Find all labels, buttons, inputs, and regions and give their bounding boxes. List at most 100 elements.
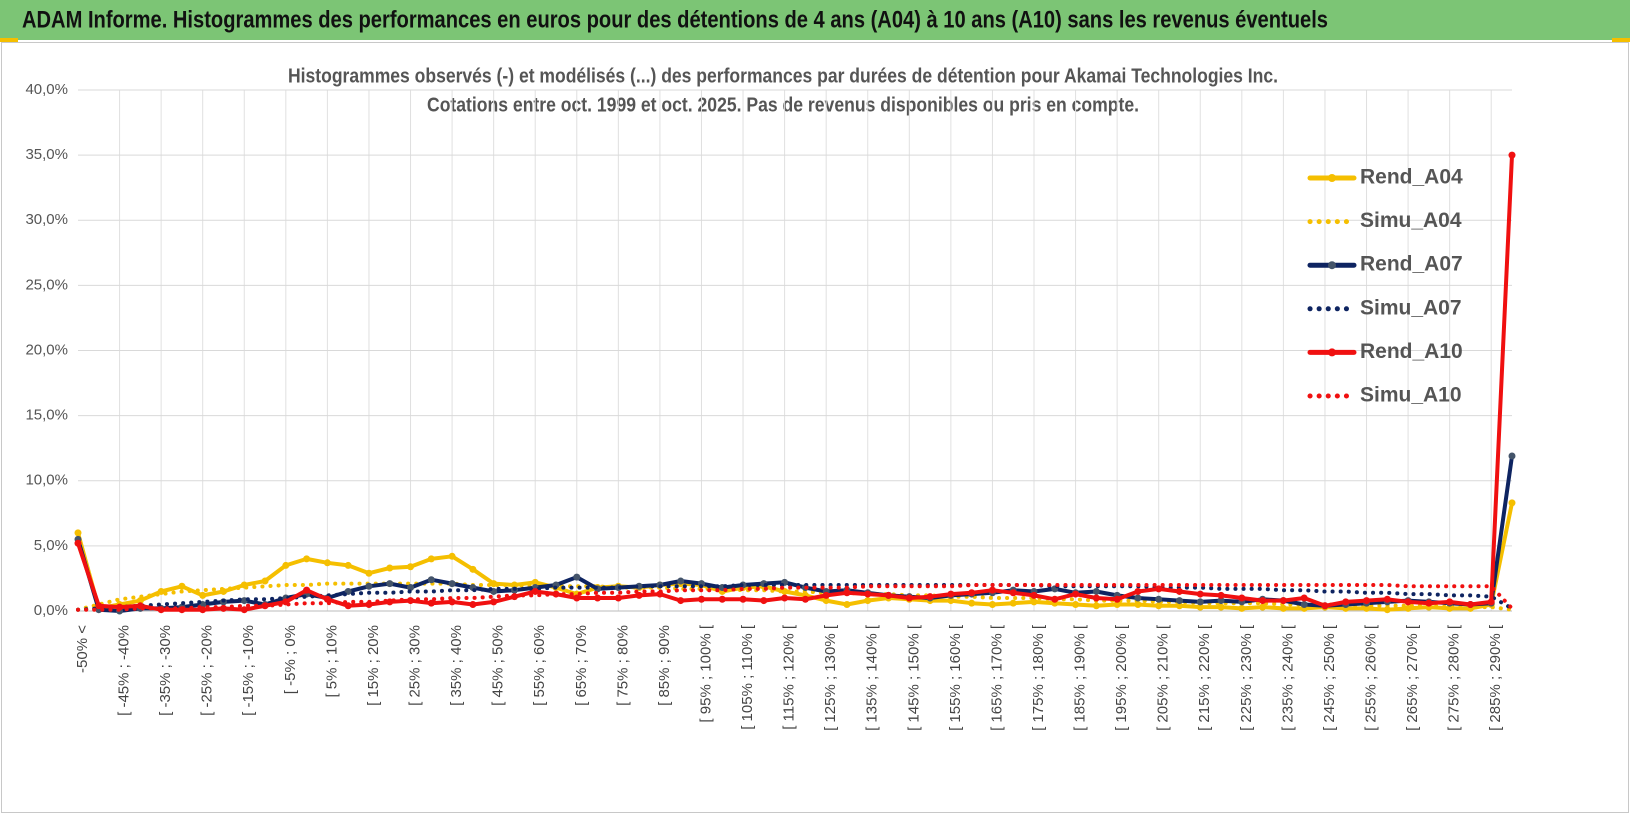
point <box>1051 595 1059 603</box>
point <box>822 597 830 605</box>
point <box>427 576 435 584</box>
point <box>1113 600 1121 608</box>
header-title: ADAM Informe. Histogrammes des performan… <box>22 6 1328 33</box>
point <box>1009 589 1017 597</box>
x-tick-label: [ -35% ; -30% <box>157 625 174 716</box>
x-tick-label: [ -45% ; -40% <box>116 625 133 716</box>
point <box>240 606 248 614</box>
point <box>448 580 456 588</box>
point <box>718 595 726 603</box>
point <box>573 594 581 602</box>
point <box>822 591 830 599</box>
x-tick-label: [ 145% ; 150% [ <box>905 624 922 731</box>
x-tick-label: [ 85% ; 90% <box>656 625 673 706</box>
legend-marker <box>1328 348 1336 357</box>
point <box>74 529 82 537</box>
x-tick-label: [ 5% ; 10% <box>323 625 340 698</box>
point <box>1238 594 1246 602</box>
x-tick-label: [ 225% ; 230% [ <box>1238 624 1255 731</box>
point <box>1383 595 1391 603</box>
point <box>1487 598 1495 606</box>
point <box>199 591 207 599</box>
point <box>1300 600 1308 608</box>
point <box>843 600 851 608</box>
x-tick-label: -50% < <box>74 625 91 673</box>
point <box>1175 587 1183 595</box>
chart-subtitle: Cotations entre oct. 1999 et oct. 2025. … <box>427 94 1139 116</box>
x-tick-label: [ 95% ; 100% [ <box>697 624 714 722</box>
point <box>1009 599 1017 607</box>
x-tick-label: [ 65% ; 70% <box>573 625 590 706</box>
x-tick-label: [ 105% ; 110% [ <box>739 624 756 730</box>
x-tick-label: [ -5% ; 0% <box>282 625 299 694</box>
point <box>323 559 331 567</box>
point <box>1466 600 1474 608</box>
x-tick-label: [ 285% ; 290% [ <box>1487 624 1504 731</box>
legend-marker <box>1328 174 1336 182</box>
legend-marker <box>1328 261 1336 270</box>
point <box>1383 606 1391 614</box>
point <box>1342 598 1350 606</box>
point <box>573 573 581 581</box>
point <box>1508 151 1516 159</box>
point <box>988 586 996 594</box>
point <box>531 587 539 595</box>
x-tick-label: [ 165% ; 170% [ <box>988 624 1005 731</box>
x-tick-label: [ 135% ; 140% [ <box>864 624 881 731</box>
point <box>178 582 186 590</box>
point <box>1404 598 1412 606</box>
point <box>1425 599 1433 607</box>
point <box>261 577 269 585</box>
point <box>386 580 394 588</box>
point <box>1196 590 1204 598</box>
point <box>1300 594 1308 602</box>
x-tick-label: [ 55% ; 60% <box>531 625 548 706</box>
point <box>427 555 435 563</box>
point <box>386 564 394 572</box>
point <box>1072 590 1080 598</box>
point <box>427 599 435 607</box>
point <box>448 552 456 560</box>
point <box>407 563 415 571</box>
x-tick-label: [ 35% ; 40% <box>448 625 465 706</box>
point <box>407 584 415 592</box>
point <box>365 569 373 577</box>
point <box>1175 597 1183 605</box>
point <box>843 589 851 597</box>
y-tick-label: 20,0% <box>25 341 68 358</box>
point <box>739 595 747 603</box>
point <box>885 591 893 599</box>
point <box>864 590 872 598</box>
point <box>303 555 311 563</box>
point <box>947 597 955 605</box>
legend-label: Rend_A07 <box>1360 253 1463 276</box>
point <box>594 594 602 602</box>
point <box>1363 597 1371 605</box>
x-tick-label: [ 175% ; 180% [ <box>1030 624 1047 731</box>
chart-title: Histogrammes observés (-) et modélisés (… <box>288 65 1278 87</box>
x-tick-label: [ -25% ; -20% <box>199 625 216 716</box>
x-tick-label: [ 125% ; 130% [ <box>822 624 839 731</box>
point <box>1155 602 1163 610</box>
point <box>968 589 976 597</box>
point <box>1279 604 1287 612</box>
point <box>1134 587 1142 595</box>
observed-line <box>76 500 1514 612</box>
point <box>614 594 622 602</box>
y-tick-label: 35,0% <box>25 146 68 163</box>
point <box>344 602 352 610</box>
x-tick-label: [ 205% ; 210% [ <box>1155 624 1172 731</box>
x-tick-label: [ 195% ; 200% [ <box>1113 624 1130 731</box>
point <box>677 597 685 605</box>
point <box>323 595 331 603</box>
point <box>303 586 311 594</box>
point <box>1092 587 1100 595</box>
point <box>1404 604 1412 612</box>
point <box>1134 600 1142 608</box>
point <box>448 598 456 606</box>
point <box>1259 603 1267 611</box>
point <box>1196 598 1204 606</box>
x-tick-label: [ 75% ; 80% <box>614 625 631 706</box>
point <box>677 577 685 585</box>
